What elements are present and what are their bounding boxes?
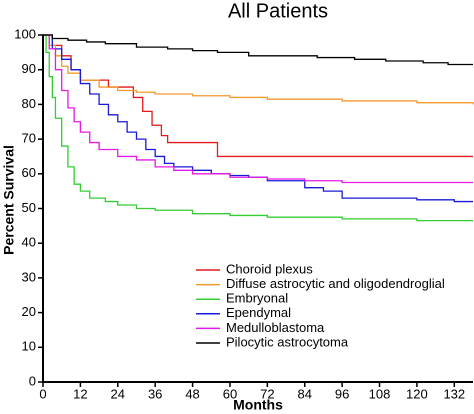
- y-tick-label: 90: [22, 61, 36, 76]
- y-tick-label: 40: [22, 235, 36, 250]
- legend-label: Embryonal: [226, 291, 288, 306]
- survival-curve: [43, 34, 473, 184]
- legend-label: Medulloblastoma: [226, 320, 325, 335]
- x-tick-label: 36: [148, 386, 162, 401]
- x-tick-label: 120: [406, 386, 428, 401]
- survival-curve: [43, 34, 473, 203]
- x-tick-label: 48: [185, 386, 199, 401]
- y-tick-label: 60: [22, 165, 36, 180]
- survival-curve: [43, 34, 473, 222]
- chart-title: All Patients: [228, 0, 328, 22]
- y-tick-label: 80: [22, 96, 36, 111]
- y-tick-label: 10: [22, 339, 36, 354]
- x-tick-label: 12: [73, 386, 87, 401]
- survival-curve: [43, 34, 473, 66]
- y-tick-label: 30: [22, 269, 36, 284]
- survival-curve: [43, 34, 474, 105]
- y-tick-label: 70: [22, 131, 36, 146]
- legend-label: Diffuse astrocytic and oligodendroglial: [226, 276, 445, 291]
- y-tick-label: 50: [22, 200, 36, 215]
- axes: [42, 35, 473, 383]
- x-tick-label: 24: [111, 386, 125, 401]
- legend-label: Ependymal: [226, 305, 291, 320]
- x-tick-label: 84: [298, 386, 312, 401]
- survival-curve: [43, 34, 473, 158]
- legend-label: Pilocytic astrocytoma: [226, 334, 349, 349]
- legend-label: Choroid plexus: [226, 261, 313, 276]
- x-tick-label: 72: [260, 386, 274, 401]
- y-tick-label: 20: [22, 304, 36, 319]
- y-axis-label: Percent Survival: [1, 145, 17, 255]
- x-axis-label: Months: [233, 397, 283, 413]
- x-tick-label: 108: [369, 386, 391, 401]
- y-tick-label: 100: [14, 26, 36, 41]
- y-tick-label: 0: [29, 373, 36, 388]
- x-tick-label: 132: [443, 386, 465, 401]
- x-tick-label: 0: [39, 386, 46, 401]
- x-tick-label: 60: [223, 386, 237, 401]
- x-tick-label: 96: [335, 386, 349, 401]
